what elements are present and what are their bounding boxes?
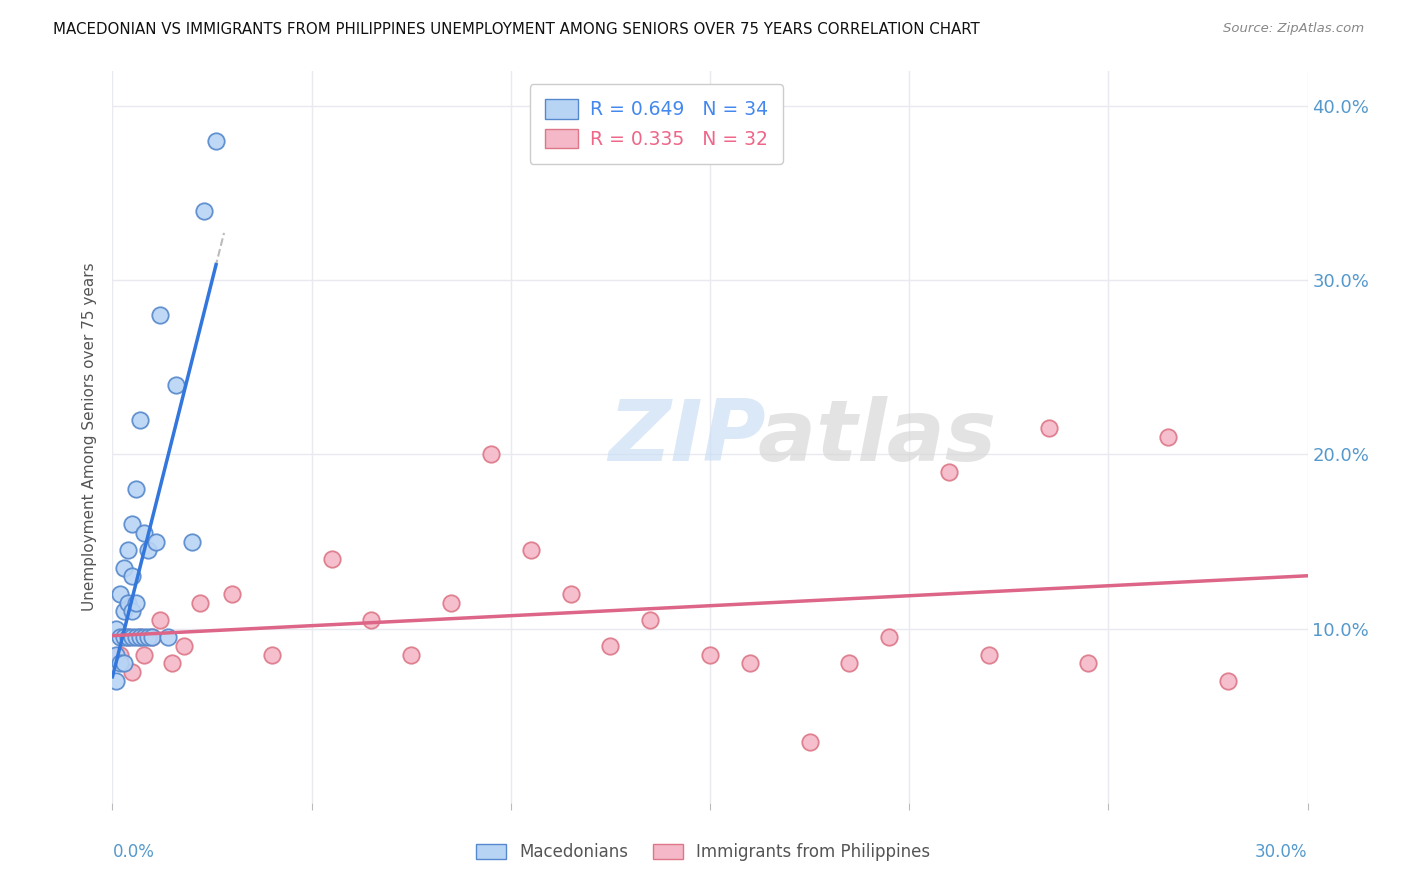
Point [138,631,160,645]
Point [799,735,821,749]
Point [114,631,135,645]
Point [125,483,148,497]
Text: MACEDONIAN VS IMMIGRANTS FROM PHILIPPINES UNEMPLOYMENT AMONG SENIORS OVER 75 YEA: MACEDONIAN VS IMMIGRANTS FROM PHILIPPINE… [53,22,980,37]
Point [121,631,143,645]
Point [599,639,621,653]
Point [520,543,543,558]
Point [1038,421,1060,435]
Point [321,552,343,566]
Point [110,631,132,645]
Point [738,657,761,671]
Point [134,631,156,645]
Legend: Macedonians, Immigrants from Philippines: Macedonians, Immigrants from Philippines [470,837,936,868]
Y-axis label: Unemployment Among Seniors over 75 years: Unemployment Among Seniors over 75 years [82,263,97,611]
Point [440,595,463,609]
Point [121,604,143,618]
Point [125,631,148,645]
Point [105,673,128,688]
Point [1077,657,1099,671]
Point [105,648,128,662]
Point [193,203,215,218]
Text: ZIP: ZIP [609,395,766,479]
Point [114,604,135,618]
Point [149,308,172,322]
Point [640,613,662,627]
Point [117,631,139,645]
Point [149,613,172,627]
Point [129,412,152,426]
Point [157,631,180,645]
Point [938,465,960,479]
Text: 0.0%: 0.0% [112,843,155,861]
Point [114,657,135,671]
Point [110,648,132,662]
Point [145,534,167,549]
Point [360,613,382,627]
Point [188,595,211,609]
Point [479,448,502,462]
Text: 30.0%: 30.0% [1256,843,1308,861]
Point [1157,430,1180,444]
Point [1216,673,1239,688]
Point [121,517,143,532]
Point [141,631,163,645]
Point [162,657,183,671]
Point [129,631,152,645]
Point [165,377,187,392]
Point [117,543,139,558]
Point [117,631,139,645]
Point [879,631,901,645]
Point [173,639,195,653]
Point [125,595,148,609]
Point [134,648,156,662]
Point [114,560,135,574]
Point [699,648,721,662]
Point [260,648,283,662]
Point [110,657,132,671]
Point [205,134,228,148]
Point [560,587,582,601]
Point [141,631,163,645]
Point [181,534,204,549]
Point [105,622,128,636]
Text: Source: ZipAtlas.com: Source: ZipAtlas.com [1223,22,1364,36]
Point [977,648,1000,662]
Point [138,543,160,558]
Point [401,648,423,662]
Point [838,657,860,671]
Point [121,665,143,680]
Legend: R = 0.649   N = 34, R = 0.335   N = 32: R = 0.649 N = 34, R = 0.335 N = 32 [530,85,783,163]
Point [134,525,156,540]
Point [110,587,132,601]
Text: atlas: atlas [609,395,997,479]
Point [221,587,243,601]
Point [129,631,152,645]
Point [121,569,143,583]
Point [117,595,139,609]
